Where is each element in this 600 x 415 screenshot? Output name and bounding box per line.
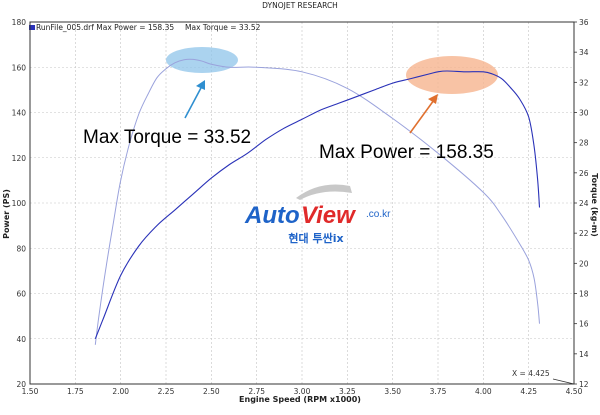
run-marker-icon <box>29 25 35 30</box>
x-tick-label: 2.50 <box>203 387 220 396</box>
y2-tick-label: 12 <box>579 380 589 389</box>
y-tick-label: 180 <box>12 18 27 27</box>
x-tick-label: 4.00 <box>475 387 492 396</box>
torque-series-line <box>94 58 540 345</box>
y2-tick-label: 32 <box>579 78 589 87</box>
x-tick-label: 4.25 <box>520 387 537 396</box>
y2-tick-label: 28 <box>579 139 589 148</box>
x-axis-ticks: 1.50 1.75 2.00 2.25 2.50 2.75 3.00 3.25 3.50 3.75… <box>22 387 583 396</box>
x-tick-label: 3.00 <box>294 387 311 396</box>
y-tick-label: 80 <box>16 244 26 253</box>
y2-tick-label: 14 <box>579 350 589 359</box>
x-tick-label: 2.75 <box>248 387 265 396</box>
x-tick-label: 1.50 <box>22 387 39 396</box>
y-axis-label: Power (PS) <box>2 189 11 239</box>
x-tick-label: 3.75 <box>430 387 447 396</box>
y2-tick-label: 20 <box>579 259 589 268</box>
max-torque-highlight <box>166 47 238 73</box>
x-tick-label: 2.00 <box>112 387 129 396</box>
y-tick-label: 120 <box>12 154 27 163</box>
y2-tick-label: 36 <box>579 18 589 27</box>
y2-tick-label: 18 <box>579 290 589 299</box>
x-axis-label: Engine Speed (RPM x1000) <box>239 395 361 404</box>
cursor-line <box>552 378 575 385</box>
max-torque-header-label: Max Torque = 33.52 <box>185 23 261 32</box>
y-tick-label: 40 <box>16 335 26 344</box>
y-tick-label: 20 <box>16 380 26 389</box>
max-power-annotation: Max Power = 158.35 <box>319 142 494 163</box>
autoview-watermark: Auto View .co.kr 현대 투싼ix <box>244 184 391 245</box>
max-torque-annotation: Max Torque = 33.52 <box>83 127 251 148</box>
y2-tick-label: 34 <box>579 48 589 57</box>
brand-auto: Auto <box>244 202 300 229</box>
y2-tick-label: 22 <box>579 229 589 238</box>
brand-domain: .co.kr <box>366 209 391 220</box>
chart-title: DYNOJET RESEARCH <box>262 1 338 10</box>
y2-tick-label: 26 <box>579 169 589 178</box>
y-tick-label: 140 <box>12 109 27 118</box>
y2-tick-label: 16 <box>579 320 589 329</box>
max-torque-arrow-shaft <box>184 85 203 119</box>
x-tick-label: 1.75 <box>67 387 84 396</box>
cursor-readout: X = 4.425 <box>512 369 550 378</box>
y2-axis-ticks: 12 14 16 18 20 22 24 26 28 30 32 34 36 <box>574 18 589 389</box>
y2-axis-label: Torque (kg-m) <box>590 173 599 236</box>
max-torque-arrow-head <box>196 80 205 90</box>
y2-tick-label: 30 <box>579 109 589 118</box>
y-axis-ticks: 20 40 60 80 100 120 140 160 180 <box>12 18 27 389</box>
car-model-label: 현대 투싼ix <box>288 231 343 245</box>
power-series-line <box>94 70 541 339</box>
car-silhouette-icon <box>296 184 352 200</box>
max-power-arrow-head <box>428 94 438 104</box>
y2-tick-label: 24 <box>579 199 589 208</box>
y-tick-label: 60 <box>16 290 26 299</box>
y-tick-label: 160 <box>12 63 27 72</box>
y-tick-label: 100 <box>12 199 27 208</box>
x-tick-label: 3.25 <box>339 387 356 396</box>
run-file-label: RunFile_005.drf Max Power = 158.35 <box>36 23 174 32</box>
brand-view: View <box>301 202 356 229</box>
x-tick-label: 4.50 <box>566 387 583 396</box>
x-tick-label: 2.25 <box>158 387 175 396</box>
max-power-highlight <box>406 56 498 94</box>
x-tick-label: 3.50 <box>384 387 401 396</box>
max-power-arrow-shaft <box>409 99 435 134</box>
